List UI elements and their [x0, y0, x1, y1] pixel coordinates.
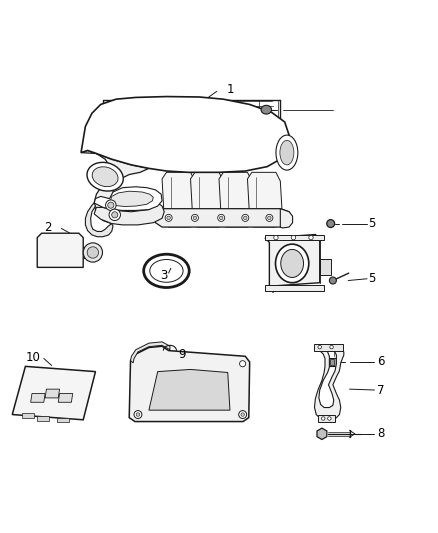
- Ellipse shape: [261, 106, 272, 114]
- Polygon shape: [317, 428, 327, 440]
- Polygon shape: [94, 203, 164, 225]
- Circle shape: [328, 417, 331, 420]
- Circle shape: [134, 410, 142, 418]
- Ellipse shape: [92, 167, 118, 187]
- Polygon shape: [58, 393, 73, 402]
- Polygon shape: [45, 389, 60, 398]
- Polygon shape: [153, 209, 291, 227]
- Circle shape: [109, 209, 120, 221]
- Circle shape: [329, 277, 336, 284]
- Text: 9: 9: [178, 348, 186, 361]
- Polygon shape: [247, 172, 283, 227]
- Polygon shape: [31, 393, 45, 402]
- Polygon shape: [12, 366, 95, 420]
- Bar: [57, 418, 69, 423]
- Polygon shape: [37, 233, 83, 268]
- Circle shape: [136, 413, 140, 416]
- Circle shape: [87, 247, 99, 258]
- Text: 8: 8: [378, 427, 385, 440]
- Text: 6: 6: [377, 356, 385, 368]
- Bar: [22, 413, 34, 418]
- Text: 2: 2: [44, 221, 52, 233]
- Circle shape: [244, 216, 247, 220]
- Text: 5: 5: [369, 272, 376, 285]
- Circle shape: [266, 214, 273, 221]
- Bar: [318, 415, 335, 422]
- Circle shape: [83, 243, 102, 262]
- Polygon shape: [265, 235, 320, 286]
- Polygon shape: [131, 342, 170, 363]
- Polygon shape: [149, 369, 230, 410]
- Circle shape: [167, 216, 170, 220]
- Polygon shape: [280, 209, 293, 228]
- Polygon shape: [110, 191, 153, 206]
- Circle shape: [241, 413, 244, 416]
- Polygon shape: [162, 172, 197, 227]
- Circle shape: [219, 216, 223, 220]
- Circle shape: [291, 236, 296, 240]
- Bar: [265, 235, 324, 240]
- Circle shape: [242, 214, 249, 221]
- Circle shape: [191, 214, 198, 221]
- Circle shape: [106, 200, 116, 211]
- Ellipse shape: [281, 249, 304, 278]
- Circle shape: [321, 417, 325, 420]
- Circle shape: [165, 214, 172, 221]
- Text: 10: 10: [25, 351, 40, 364]
- Circle shape: [327, 220, 335, 228]
- Circle shape: [112, 212, 118, 218]
- Ellipse shape: [276, 135, 298, 170]
- Circle shape: [309, 236, 313, 240]
- Text: 1: 1: [226, 83, 234, 95]
- Circle shape: [330, 345, 333, 349]
- Circle shape: [240, 361, 246, 367]
- Circle shape: [268, 216, 271, 220]
- Text: 7: 7: [377, 384, 385, 397]
- Polygon shape: [81, 150, 149, 223]
- Bar: [330, 359, 334, 365]
- Ellipse shape: [280, 140, 294, 165]
- Text: 3: 3: [161, 269, 168, 282]
- Bar: [320, 259, 331, 275]
- Circle shape: [108, 202, 114, 208]
- Circle shape: [239, 410, 247, 418]
- Text: 4: 4: [268, 283, 276, 296]
- Bar: [265, 285, 324, 290]
- Polygon shape: [81, 96, 289, 172]
- Bar: [37, 416, 49, 421]
- Polygon shape: [129, 346, 250, 422]
- Ellipse shape: [87, 163, 123, 191]
- Circle shape: [193, 216, 197, 220]
- Polygon shape: [219, 172, 254, 227]
- Bar: [328, 358, 337, 366]
- Bar: [314, 344, 343, 351]
- Polygon shape: [314, 350, 344, 421]
- Polygon shape: [94, 187, 162, 211]
- Ellipse shape: [276, 244, 309, 282]
- Circle shape: [274, 236, 278, 240]
- Circle shape: [218, 214, 225, 221]
- Polygon shape: [85, 203, 113, 237]
- Polygon shape: [191, 172, 226, 227]
- Circle shape: [318, 345, 321, 349]
- Text: 5: 5: [369, 217, 376, 230]
